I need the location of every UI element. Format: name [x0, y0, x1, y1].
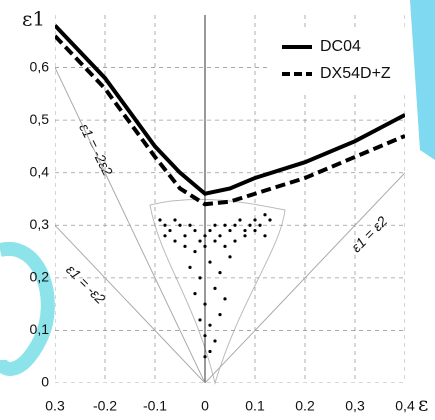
scatter-point: [203, 234, 207, 238]
scatter-point: [263, 213, 267, 217]
plot-area: [55, 15, 405, 383]
y-tick-label: 0,6: [30, 58, 50, 74]
y-tick-label: 0: [41, 374, 49, 390]
scatter-point: [263, 234, 267, 238]
scatter-point: [198, 276, 202, 280]
decoration: [0, 241, 55, 376]
y-tick-label: 0,5: [30, 111, 50, 127]
scatter-point: [183, 244, 187, 248]
envelope: [149, 198, 286, 385]
scatter-point: [233, 239, 237, 243]
line-series: [55, 34, 405, 207]
scatter-point: [163, 223, 167, 227]
scatter-point: [193, 249, 197, 254]
scatter-point: [163, 234, 167, 238]
scatter-point: [193, 228, 197, 233]
scatter-point: [243, 228, 247, 233]
ref-line-label: ε1 = ε2: [348, 213, 390, 255]
scatter-point: [268, 218, 272, 222]
scatter-point: [203, 302, 207, 306]
scatter-point: [208, 323, 212, 327]
scatter-point: [253, 218, 257, 222]
scatter-point: [213, 223, 217, 227]
ref-line: [204, 172, 405, 383]
scatter-point: [198, 239, 202, 243]
y-tick-label: 0,3: [30, 216, 50, 232]
scatter-point: [238, 218, 242, 222]
scatter-point: [198, 318, 202, 322]
scatter-point: [208, 260, 212, 264]
y-tick-label: 0,2: [30, 269, 50, 285]
ref-line-label: ε1 = -2ε2: [76, 121, 116, 179]
x-tick-label: 0: [201, 398, 209, 414]
scatter-point: [243, 234, 247, 238]
x-tick-label: 0,4: [395, 398, 415, 414]
scatter-point: [158, 218, 162, 222]
scatter-point: [223, 223, 227, 227]
x-tick-label: 0,3: [345, 398, 365, 414]
decoration: [410, 0, 435, 160]
scatter-point: [173, 239, 177, 243]
scatter-point: [183, 234, 187, 238]
line-series: [55, 24, 405, 196]
scatter-point: [258, 223, 262, 227]
scatter-point: [218, 234, 222, 238]
scatter-point: [228, 255, 232, 259]
scatter-point: [208, 349, 212, 354]
scatter-point: [213, 239, 217, 243]
y-tick-label: 0,4: [30, 163, 50, 179]
scatter-point: [248, 223, 252, 227]
scatter-point: [218, 271, 222, 275]
scatter-point: [173, 218, 177, 222]
y-axis-label: ε1: [22, 7, 45, 31]
x-tick-label: 0.2: [295, 398, 315, 414]
legend-label: DX54D+Z: [320, 65, 391, 82]
scatter-point: [213, 286, 217, 290]
scatter-point: [203, 355, 207, 359]
ref-line-label: ε1 = -ε2: [63, 261, 109, 307]
scatter-point: [223, 297, 227, 301]
scatter-point: [168, 228, 172, 233]
x-tick-label: -0.2: [93, 398, 117, 414]
scatter-point: [203, 334, 207, 338]
x-tick-label: 0.1: [245, 398, 265, 414]
legend-box: [270, 30, 405, 92]
scatter-point: [233, 223, 237, 227]
scatter-point: [208, 228, 212, 233]
y-tick-label: 0,1: [30, 321, 50, 337]
scatter-point: [193, 292, 197, 296]
scatter-point: [203, 244, 207, 248]
scatter-point: [228, 228, 232, 233]
x-tick-label: -0.1: [143, 398, 167, 414]
legend-label: DC04: [320, 38, 361, 55]
scatter-point: [188, 265, 192, 269]
scatter-point: [188, 223, 192, 227]
scatter-point: [223, 244, 227, 248]
scatter-point: [218, 313, 222, 317]
ref-line: [55, 224, 206, 383]
x-tick-label: 0.3: [45, 398, 65, 414]
scatter-point: [178, 223, 182, 227]
ref-line: [55, 67, 206, 383]
x-axis-label: ε: [418, 392, 428, 416]
scatter-point: [213, 339, 217, 343]
scatter-point: [253, 228, 257, 233]
